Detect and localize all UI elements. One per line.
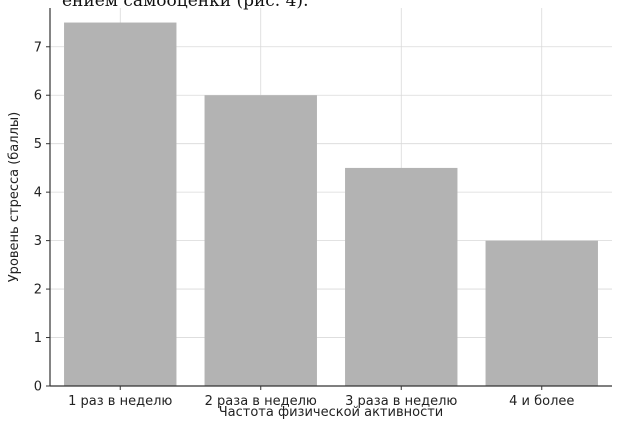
bar bbox=[485, 240, 598, 386]
bar bbox=[204, 95, 317, 386]
y-tick-label: 7 bbox=[34, 40, 42, 55]
y-tick-label: 2 bbox=[34, 283, 42, 298]
bar bbox=[345, 167, 458, 386]
bar bbox=[64, 22, 177, 387]
y-tick-label: 4 bbox=[34, 186, 42, 201]
y-tick-label: 1 bbox=[34, 331, 42, 346]
x-tick-label: 4 и более bbox=[509, 394, 574, 409]
x-tick-label: 1 раз в неделю bbox=[68, 394, 172, 409]
y-ticks: 0 1 2 3 4 5 6 7 bbox=[34, 40, 50, 395]
y-tick-label: 5 bbox=[34, 137, 42, 152]
y-tick-label: 0 bbox=[34, 380, 42, 395]
y-axis-label: Уровень стресса (баллы) bbox=[7, 112, 22, 282]
x-tick-label: 3 раза в неделю bbox=[345, 394, 457, 409]
y-tick-label: 3 bbox=[34, 234, 42, 249]
y-tick-label: 6 bbox=[34, 89, 42, 104]
bars bbox=[64, 22, 598, 387]
axes bbox=[49, 8, 612, 387]
x-axis-label: Частота физической активности bbox=[219, 405, 444, 420]
x-tick-label: 2 раза в неделю bbox=[205, 394, 317, 409]
x-ticks: 1 раз в неделю 2 раза в неделю 3 раза в не… bbox=[68, 386, 574, 409]
page-text-fragment: ением самооценки (рис. 4). bbox=[62, 0, 309, 11]
